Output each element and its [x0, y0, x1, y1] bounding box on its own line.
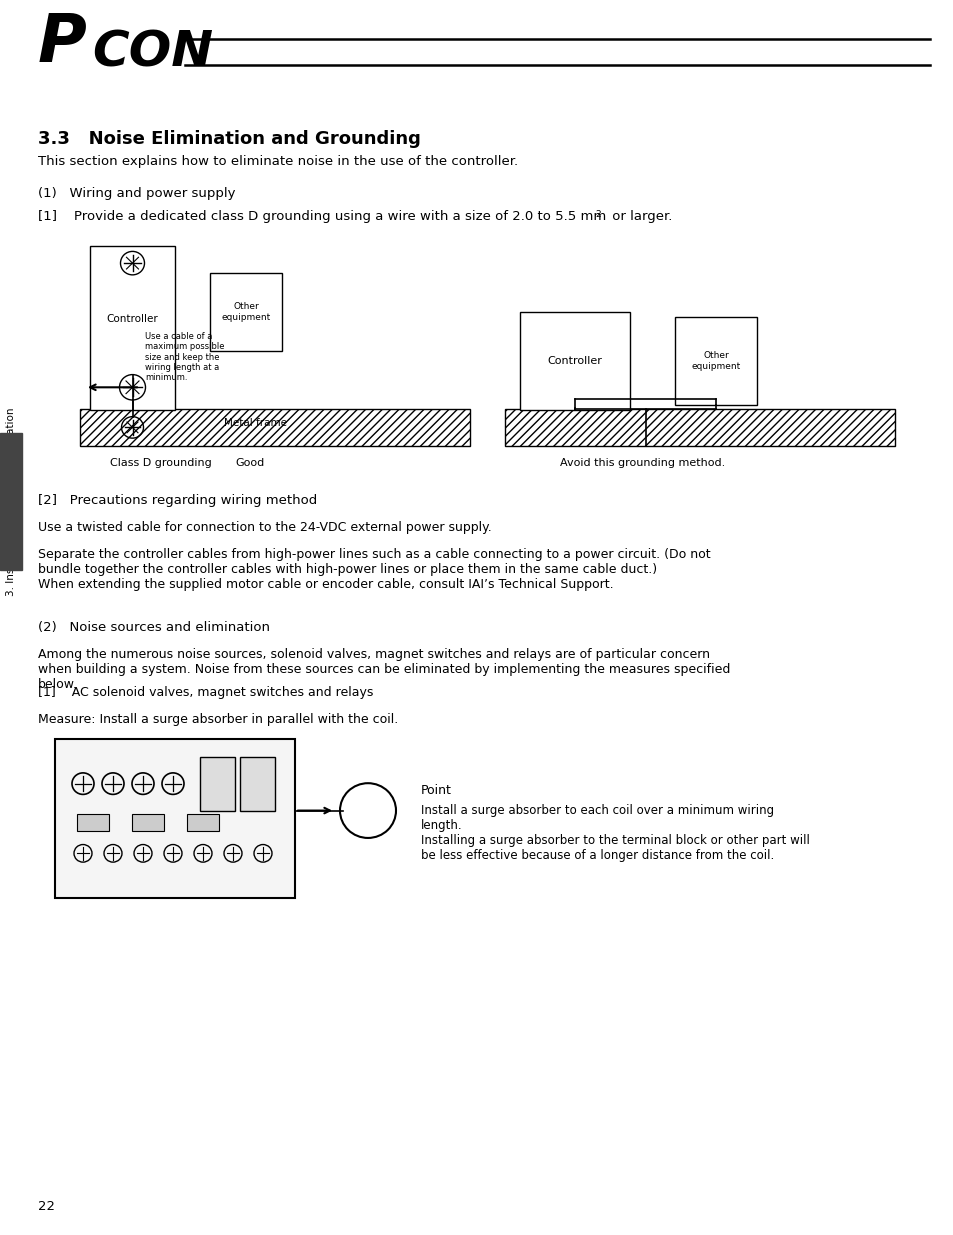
Text: Measure: Install a surge absorber in parallel with the coil.: Measure: Install a surge absorber in par…: [38, 713, 397, 726]
Text: 3. Installation and Noise Elimination: 3. Installation and Noise Elimination: [6, 408, 16, 597]
Text: Controller: Controller: [107, 315, 158, 325]
Text: [1]    AC solenoid valves, magnet switches and relays: [1] AC solenoid valves, magnet switches …: [38, 685, 373, 699]
Text: Point: Point: [420, 784, 452, 797]
Text: This section explains how to eliminate noise in the use of the controller.: This section explains how to eliminate n…: [38, 154, 517, 168]
Text: or larger.: or larger.: [607, 210, 672, 224]
Bar: [210, 273, 282, 351]
Bar: [519, 312, 629, 410]
Text: Separate the controller cables from high-power lines such as a cable connecting : Separate the controller cables from high…: [38, 547, 710, 590]
Text: 22: 22: [38, 1200, 55, 1214]
Bar: [187, 814, 219, 831]
Text: 3.3   Noise Elimination and Grounding: 3.3 Noise Elimination and Grounding: [38, 130, 420, 148]
Bar: [200, 757, 234, 810]
Text: 2: 2: [595, 210, 600, 220]
Bar: [240, 757, 274, 810]
Text: (1)   Wiring and power supply: (1) Wiring and power supply: [38, 186, 235, 200]
Text: Among the numerous noise sources, solenoid valves, magnet switches and relays ar: Among the numerous noise sources, soleno…: [38, 648, 730, 692]
Text: Use a twisted cable for connection to the 24-VDC external power supply.: Use a twisted cable for connection to th…: [38, 521, 491, 535]
Text: (2)   Noise sources and elimination: (2) Noise sources and elimination: [38, 621, 270, 634]
Bar: [55, 740, 294, 898]
Bar: [90, 246, 174, 410]
Text: Metal frame: Metal frame: [224, 417, 287, 427]
Text: [2]   Precautions regarding wiring method: [2] Precautions regarding wiring method: [38, 494, 317, 506]
Text: Class D grounding: Class D grounding: [110, 458, 212, 468]
Text: P: P: [38, 10, 87, 77]
Text: Use a cable of a
maximum possible
size and keep the
wiring length at a
minimum.: Use a cable of a maximum possible size a…: [145, 332, 224, 383]
Bar: [675, 317, 757, 405]
Text: [1]    Provide a dedicated class D grounding using a wire with a size of 2.0 to : [1] Provide a dedicated class D groundin…: [38, 210, 605, 224]
Bar: [0, 433, 22, 571]
Text: Good: Good: [235, 458, 264, 468]
Bar: [77, 814, 109, 831]
Bar: [80, 409, 470, 446]
Text: Controller: Controller: [547, 356, 601, 366]
Text: Other
equipment: Other equipment: [221, 303, 271, 322]
Bar: [504, 409, 894, 446]
Text: CON: CON: [91, 28, 213, 77]
Bar: [132, 814, 164, 831]
Text: Avoid this grounding method.: Avoid this grounding method.: [559, 458, 724, 468]
Text: Other
equipment: Other equipment: [691, 351, 740, 370]
Text: Install a surge absorber to each coil over a minimum wiring
length.
Installing a: Install a surge absorber to each coil ov…: [420, 804, 809, 862]
